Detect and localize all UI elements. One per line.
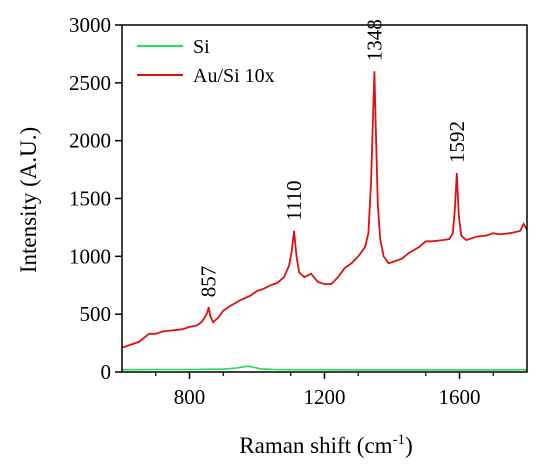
x-axis-label-superscript: -1 — [393, 432, 406, 448]
plot-area — [121, 71, 528, 371]
y-axis: 0 500 1000 1500 2000 2500 3000 — [69, 13, 122, 384]
y-tick-label: 1500 — [69, 187, 111, 211]
peak-label: 1110 — [282, 180, 306, 220]
y-tick-label: 500 — [80, 302, 112, 326]
series-line-au-si — [121, 71, 528, 349]
legend-label-si: Si — [193, 36, 210, 58]
y-tick-label: 2500 — [69, 71, 111, 95]
x-tick-label: 800 — [174, 385, 206, 409]
peak-label: 857 — [197, 266, 221, 298]
x-axis-label-main: Raman shift (cm — [239, 433, 392, 458]
x-axis-label: Raman shift (cm-1) — [239, 432, 412, 458]
y-tick-label: 0 — [101, 360, 112, 384]
x-tick-label: 1200 — [304, 385, 346, 409]
peak-label: 1592 — [445, 121, 469, 163]
y-tick-label: 3000 — [69, 13, 111, 37]
peak-annotations: 857 1110 1348 1592 — [197, 19, 469, 297]
y-tick-label: 2000 — [69, 129, 111, 153]
y-tick-label: 1000 — [69, 244, 111, 268]
legend-label-au-si: Au/Si 10x — [193, 65, 275, 87]
x-axis-label-suffix: ) — [405, 433, 413, 458]
legend: Si Au/Si 10x — [137, 36, 275, 87]
series-line-si — [121, 365, 528, 371]
x-axis: 800 1200 1600 — [155, 372, 494, 409]
peak-label: 1348 — [362, 19, 386, 61]
plot-frame — [121, 24, 528, 373]
y-axis-label: Intensity (A.U.) — [16, 127, 41, 273]
x-tick-label: 1600 — [439, 385, 481, 409]
